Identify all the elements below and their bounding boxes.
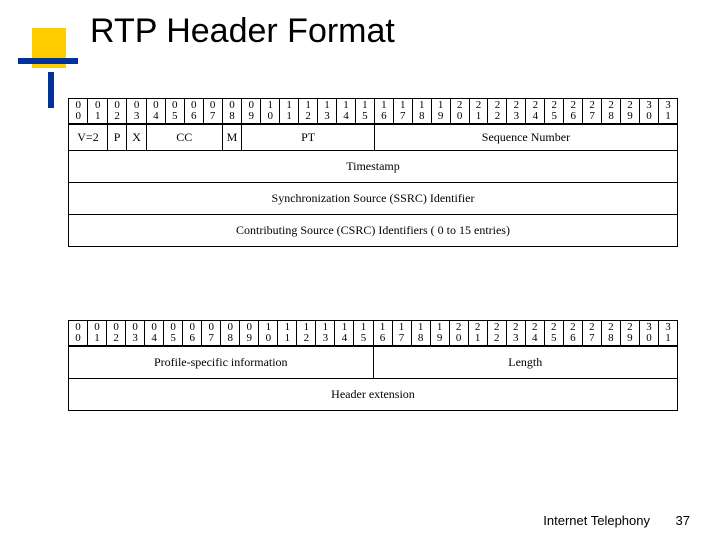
field-cell: Contributing Source (CSRC) Identifiers (… — [69, 215, 678, 247]
deco-blue-vertical — [48, 72, 54, 108]
bit-index-cell: 18 — [411, 321, 430, 347]
bit-index-cell: 29 — [620, 321, 639, 347]
bit-index-cell: 27 — [583, 99, 602, 125]
bit-index-cell: 08 — [222, 99, 242, 125]
bit-index-cell: 25 — [545, 99, 564, 125]
bit-index-cell: 31 — [658, 99, 677, 125]
bit-index-cell: 18 — [412, 99, 431, 125]
field-row: Timestamp — [69, 151, 678, 183]
field-row: Header extension — [69, 379, 678, 411]
bit-index-cell: 03 — [126, 321, 145, 347]
bit-index-cell: 09 — [242, 99, 261, 125]
bit-index-cell: 07 — [202, 321, 221, 347]
bit-index-cell: 01 — [88, 321, 107, 347]
bit-index-cell: 29 — [621, 99, 640, 125]
bit-index-cell: 11 — [278, 321, 297, 347]
bit-index-cell: 03 — [127, 99, 147, 125]
bit-index-cell: 06 — [184, 99, 203, 125]
field-cell: Sequence Number — [374, 124, 677, 151]
bit-index-cell: 28 — [602, 99, 621, 125]
bit-index-cell: 22 — [488, 99, 507, 125]
bit-index-cell: 17 — [392, 321, 411, 347]
bit-index-cell: 23 — [507, 99, 526, 125]
bit-index-cell: 15 — [355, 99, 374, 125]
rtp-extension-diagram: 0001020304050607080910111213141516171819… — [68, 320, 678, 411]
field-cell: CC — [146, 124, 222, 151]
bit-index-cell: 04 — [145, 321, 164, 347]
field-cell: PT — [242, 124, 375, 151]
bit-index-cell: 24 — [526, 99, 545, 125]
bit-index-cell: 10 — [259, 321, 278, 347]
field-cell: Profile-specific information — [69, 346, 374, 379]
bit-index-cell: 02 — [107, 99, 126, 125]
bit-index-cell: 05 — [164, 321, 183, 347]
bit-index-cell: 16 — [373, 321, 392, 347]
bit-index-cell: 07 — [203, 99, 222, 125]
bit-index-cell: 14 — [336, 99, 355, 125]
bit-index-cell: 24 — [525, 321, 544, 347]
bit-index-cell: 15 — [354, 321, 373, 347]
bit-index-cell: 00 — [69, 99, 88, 125]
field-row: Contributing Source (CSRC) Identifiers (… — [69, 215, 678, 247]
bit-index-cell: 17 — [393, 99, 412, 125]
field-row: V=2PXCCMPTSequence Number — [69, 124, 678, 151]
bit-index-row: 0001020304050607080910111213141516171819… — [69, 321, 678, 347]
bit-index-cell: 23 — [506, 321, 525, 347]
rtp-header-diagram: 0001020304050607080910111213141516171819… — [68, 98, 678, 247]
bit-index-cell: 19 — [430, 321, 449, 347]
bit-index-cell: 30 — [639, 99, 658, 125]
slide: RTP Header Format 0001020304050607080910… — [0, 0, 720, 540]
page-title: RTP Header Format — [90, 12, 395, 51]
bit-index-cell: 12 — [299, 99, 318, 125]
bit-index-cell: 20 — [450, 99, 469, 125]
footer-text: Internet Telephony — [543, 513, 650, 528]
page-number: 37 — [676, 513, 690, 528]
bit-index-cell: 00 — [69, 321, 88, 347]
bit-index-cell: 19 — [431, 99, 450, 125]
bit-index-cell: 26 — [564, 99, 583, 125]
bit-index-cell: 05 — [165, 99, 184, 125]
field-cell: P — [107, 124, 126, 151]
bit-index-cell: 02 — [107, 321, 126, 347]
bit-index-cell: 30 — [639, 321, 658, 347]
bit-index-cell: 11 — [280, 99, 299, 125]
bit-index-cell: 12 — [297, 321, 316, 347]
bit-index-cell: 21 — [468, 321, 487, 347]
field-cell: M — [222, 124, 242, 151]
field-cell: Header extension — [69, 379, 678, 411]
bit-index-cell: 06 — [183, 321, 202, 347]
bit-index-row: 0001020304050607080910111213141516171819… — [69, 99, 678, 125]
field-cell: V=2 — [69, 124, 108, 151]
deco-blue-horizontal — [18, 58, 78, 64]
field-cell: Synchronization Source (SSRC) Identifier — [69, 183, 678, 215]
bit-index-cell: 13 — [318, 99, 337, 125]
bit-index-cell: 14 — [335, 321, 354, 347]
bit-index-cell: 16 — [374, 99, 393, 125]
field-cell: Length — [373, 346, 678, 379]
bit-index-cell: 13 — [316, 321, 335, 347]
bit-index-cell: 10 — [261, 99, 280, 125]
field-cell: Timestamp — [69, 151, 678, 183]
bit-index-cell: 31 — [658, 321, 677, 347]
bit-index-cell: 26 — [563, 321, 582, 347]
bit-index-cell: 28 — [601, 321, 620, 347]
bit-index-cell: 20 — [449, 321, 468, 347]
field-row: Synchronization Source (SSRC) Identifier — [69, 183, 678, 215]
bit-index-cell: 22 — [487, 321, 506, 347]
bit-index-cell: 27 — [582, 321, 601, 347]
bit-index-cell: 21 — [469, 99, 488, 125]
bit-index-cell: 04 — [146, 99, 165, 125]
bit-index-cell: 08 — [221, 321, 240, 347]
bit-index-cell: 09 — [240, 321, 259, 347]
bit-index-cell: 25 — [544, 321, 563, 347]
field-cell: X — [127, 124, 147, 151]
field-row: Profile-specific informationLength — [69, 346, 678, 379]
bit-index-cell: 01 — [88, 99, 107, 125]
